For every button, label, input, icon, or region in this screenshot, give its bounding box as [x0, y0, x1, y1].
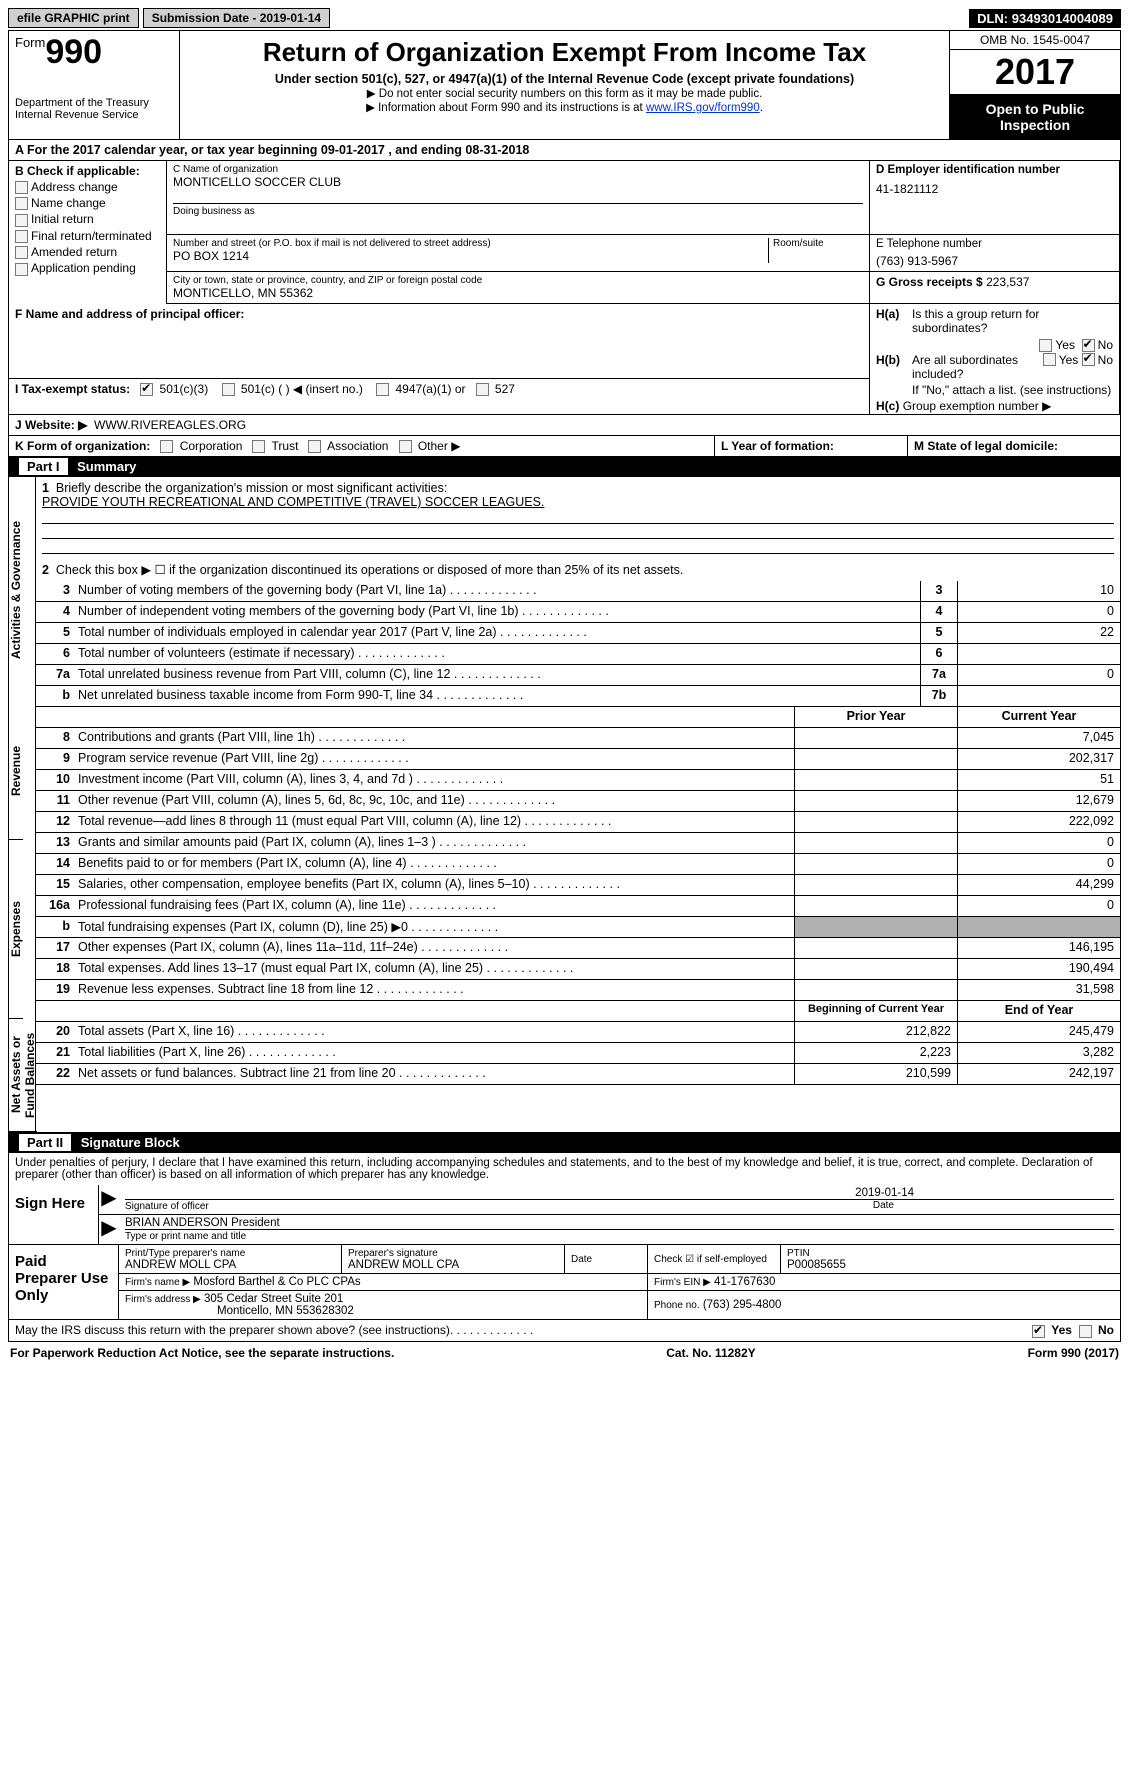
- form-number: 990: [45, 33, 102, 71]
- cb-ha-yes[interactable]: [1039, 339, 1052, 352]
- summary-row: 7aTotal unrelated business revenue from …: [36, 665, 1120, 686]
- section-b: B Check if applicable: Address change Na…: [9, 161, 167, 304]
- cb-discuss-yes[interactable]: [1032, 1325, 1045, 1338]
- row-i: I Tax-exempt status: 501(c)(3) 501(c) ( …: [9, 378, 870, 414]
- cb-4947[interactable]: [376, 383, 389, 396]
- form-header: Form990 Department of the Treasury Inter…: [8, 30, 1121, 140]
- paid-preparer-label: Paid Preparer Use Only: [9, 1245, 119, 1319]
- cb-527[interactable]: [476, 383, 489, 396]
- summary-row: 11Other revenue (Part VIII, column (A), …: [36, 791, 1120, 812]
- omb-number: OMB No. 1545-0047: [950, 31, 1120, 50]
- tax-year: 2017: [950, 50, 1120, 95]
- cb-other[interactable]: [399, 440, 412, 453]
- summary-row: 20Total assets (Part X, line 16)212,8222…: [36, 1022, 1120, 1043]
- cb-initial-return[interactable]: [15, 214, 28, 227]
- cb-501c3[interactable]: [140, 383, 153, 396]
- section-g: G Gross receipts $ 223,537: [870, 272, 1120, 304]
- efile-badge: efile GRAPHIC print: [8, 8, 139, 28]
- cb-discuss-no[interactable]: [1079, 1325, 1092, 1338]
- summary-row: 21Total liabilities (Part X, line 26)2,2…: [36, 1043, 1120, 1064]
- row-k: K Form of organization: Corporation Trus…: [8, 436, 1121, 457]
- top-bar: efile GRAPHIC print Submission Date - 20…: [8, 8, 1121, 28]
- part-1-header: Part I Summary: [8, 457, 1121, 477]
- discuss-row: May the IRS discuss this return with the…: [8, 1320, 1121, 1341]
- dln-badge: DLN: 93493014004089: [969, 9, 1121, 28]
- summary-section: Activities & Governance Revenue Expenses…: [8, 477, 1121, 1133]
- summary-row: 4Number of independent voting members of…: [36, 602, 1120, 623]
- submission-date: Submission Date - 2019-01-14: [143, 8, 330, 28]
- page-footer: For Paperwork Reduction Act Notice, see …: [8, 1342, 1121, 1364]
- section-f: F Name and address of principal officer:: [9, 304, 870, 379]
- col-hdr-2: Beginning of Current Year End of Year: [36, 1001, 1120, 1022]
- summary-row: bTotal fundraising expenses (Part IX, co…: [36, 917, 1120, 938]
- section-c-name: C Name of organization MONTICELLO SOCCER…: [167, 161, 870, 235]
- cb-final-return[interactable]: [15, 230, 28, 243]
- summary-row: 17Other expenses (Part IX, column (A), l…: [36, 938, 1120, 959]
- summary-row: 5Total number of individuals employed in…: [36, 623, 1120, 644]
- line-2: 2 Check this box ▶ ☐ if the organization…: [36, 558, 1120, 581]
- form-title: Return of Organization Exempt From Incom…: [190, 37, 939, 68]
- summary-row: 12Total revenue—add lines 8 through 11 (…: [36, 812, 1120, 833]
- cb-name-change[interactable]: [15, 197, 28, 210]
- cb-hb-no[interactable]: [1082, 353, 1095, 366]
- cb-hb-yes[interactable]: [1043, 353, 1056, 366]
- cb-501c[interactable]: [222, 383, 235, 396]
- signature-block: Under penalties of perjury, I declare th…: [8, 1153, 1121, 1320]
- col-hdr-1: Prior Year Current Year: [36, 707, 1120, 728]
- section-e: E Telephone number (763) 913-5967: [870, 235, 1120, 272]
- part-2-header: Part II Signature Block: [8, 1133, 1121, 1153]
- summary-row: 3Number of voting members of the governi…: [36, 581, 1120, 602]
- cb-corp[interactable]: [160, 440, 173, 453]
- section-c-street: Number and street (or P.O. box if mail i…: [167, 235, 870, 272]
- vertical-tabs: Activities & Governance Revenue Expenses…: [9, 477, 36, 1132]
- summary-row: 8Contributions and grants (Part VIII, li…: [36, 728, 1120, 749]
- summary-row: 13Grants and similar amounts paid (Part …: [36, 833, 1120, 854]
- summary-row: 6Total number of volunteers (estimate if…: [36, 644, 1120, 665]
- cb-trust[interactable]: [252, 440, 265, 453]
- open-public-badge: Open to PublicInspection: [950, 95, 1120, 139]
- identity-grid: B Check if applicable: Address change Na…: [8, 161, 1121, 415]
- cb-assoc[interactable]: [308, 440, 321, 453]
- summary-row: 10Investment income (Part VIII, column (…: [36, 770, 1120, 791]
- line-1: 1 Briefly describe the organization's mi…: [36, 477, 1120, 558]
- section-h: H(a) Is this a group return for subordin…: [870, 304, 1120, 414]
- summary-row: 16aProfessional fundraising fees (Part I…: [36, 896, 1120, 917]
- summary-row: 15Salaries, other compensation, employee…: [36, 875, 1120, 896]
- summary-row: 22Net assets or fund balances. Subtract …: [36, 1064, 1120, 1085]
- section-c-city: City or town, state or province, country…: [167, 272, 870, 304]
- summary-row: bNet unrelated business taxable income f…: [36, 686, 1120, 707]
- row-j: J Website: ▶ WWW.RIVEREAGLES.ORG: [8, 415, 1121, 436]
- summary-row: 18Total expenses. Add lines 13–17 (must …: [36, 959, 1120, 980]
- preparer-table: Print/Type preparer's nameANDREW MOLL CP…: [119, 1245, 1120, 1319]
- summary-row: 9Program service revenue (Part VIII, lin…: [36, 749, 1120, 770]
- cb-address-change[interactable]: [15, 181, 28, 194]
- cb-amended[interactable]: [15, 246, 28, 259]
- summary-row: 14Benefits paid to or for members (Part …: [36, 854, 1120, 875]
- irs-link[interactable]: www.IRS.gov/form990: [646, 102, 760, 114]
- sign-here-label: Sign Here: [9, 1185, 99, 1244]
- cb-application-pending[interactable]: [15, 263, 28, 276]
- section-d: D Employer identification number 41-1821…: [870, 161, 1120, 235]
- summary-row: 19Revenue less expenses. Subtract line 1…: [36, 980, 1120, 1001]
- row-a-tax-year: A For the 2017 calendar year, or tax yea…: [8, 140, 1121, 161]
